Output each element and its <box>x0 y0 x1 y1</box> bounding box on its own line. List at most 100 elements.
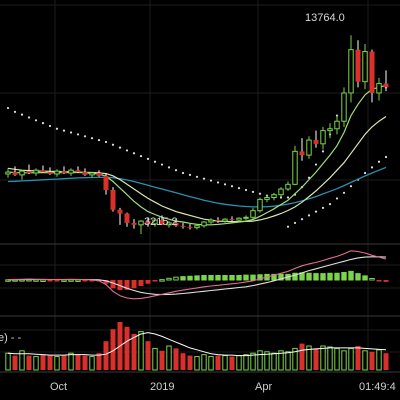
volume-bar <box>271 352 277 371</box>
macd-bar <box>82 280 88 282</box>
upper-band-dot <box>167 166 171 169</box>
volume-bar <box>187 355 193 370</box>
upper-band-dot <box>286 196 290 199</box>
macd-bar <box>250 274 256 281</box>
volume-bar <box>173 348 179 370</box>
macd-bar <box>103 280 109 284</box>
volume-bar <box>201 354 207 371</box>
macd-bar <box>145 280 151 284</box>
candle-body <box>145 221 151 224</box>
candle-body <box>110 189 116 210</box>
lower-band-dot <box>335 197 339 200</box>
upper-band-dot <box>55 127 59 130</box>
upper-band-dot <box>34 119 38 122</box>
volume-bar <box>376 349 382 371</box>
macd-bar <box>369 278 375 281</box>
upper-band-dot <box>111 143 115 146</box>
macd-bar <box>173 276 179 281</box>
volume-bar <box>257 350 263 371</box>
candle-body <box>362 51 368 83</box>
macd-bar <box>47 280 53 282</box>
macd-bar <box>271 273 277 281</box>
upper-band-dot <box>13 110 17 113</box>
macd-bar <box>5 279 11 282</box>
macd-bar <box>208 275 214 281</box>
volume-panel <box>5 322 389 371</box>
candle-body <box>341 92 347 122</box>
macd-bar <box>194 275 200 281</box>
volume-bar <box>19 350 25 371</box>
volume-bar <box>355 346 361 370</box>
volume-bar <box>222 355 228 371</box>
candle-body <box>138 220 144 226</box>
volume-bar <box>180 353 186 370</box>
volume-bar <box>236 355 242 371</box>
candle-body <box>229 219 235 221</box>
candle-body <box>264 197 270 200</box>
lower-band-dot <box>349 185 353 188</box>
upper-band-dot <box>230 185 234 188</box>
candle-body <box>103 175 109 190</box>
macd-bar <box>187 275 193 281</box>
macd-bar <box>40 279 46 282</box>
lower-band-dot <box>328 203 332 206</box>
volume-legend: e) - - <box>0 332 22 344</box>
volume-bar <box>54 356 60 371</box>
macd-bar <box>313 273 319 281</box>
upper-band-dot <box>139 154 143 158</box>
volume-bar <box>166 345 172 371</box>
lower-band-dot <box>300 218 304 221</box>
upper-band-dot <box>90 137 94 140</box>
volume-bar <box>250 352 256 371</box>
candle-body <box>369 51 375 93</box>
volume-bar <box>215 355 221 370</box>
candle-body <box>47 172 53 174</box>
macd-bar <box>152 280 158 282</box>
volume-bar <box>124 326 130 370</box>
macd-bar <box>68 279 74 282</box>
candle-body <box>33 169 39 174</box>
macd-bar <box>376 280 382 282</box>
candle-body <box>54 170 60 175</box>
lower-band-dot <box>307 214 311 217</box>
macd-bar <box>327 272 333 281</box>
lower-band-dot <box>293 221 297 225</box>
candle-body <box>68 169 74 174</box>
candle-body <box>243 216 249 219</box>
candle-body <box>40 170 46 173</box>
upper-band-dot <box>216 181 220 184</box>
lower-band-dot <box>321 206 325 209</box>
candle-body <box>355 49 361 82</box>
volume-bar <box>12 355 18 370</box>
candle-body <box>201 221 207 227</box>
upper-band-dot <box>195 175 199 178</box>
macd-bar <box>222 275 228 281</box>
lower-band-dot <box>363 171 367 175</box>
lower-band-dot <box>377 160 381 163</box>
macd-bar <box>61 279 67 282</box>
volume-bar <box>306 345 312 371</box>
macd-bar <box>362 275 368 281</box>
macd-bar <box>320 273 326 281</box>
macd-bar <box>124 280 130 290</box>
volume-bar <box>348 347 354 371</box>
upper-band-dot <box>314 163 318 166</box>
candle-body <box>96 173 102 176</box>
volume-bar <box>103 341 109 370</box>
volume-bar <box>327 346 333 371</box>
volume-bar <box>131 334 137 370</box>
volume-bar <box>362 350 368 371</box>
macd-bar <box>201 275 207 281</box>
volume-bar <box>159 350 165 370</box>
volume-bar <box>40 354 46 370</box>
time-readout: 01:49:4 <box>359 381 396 393</box>
macd-bar <box>243 274 249 281</box>
macd-bar <box>341 272 347 281</box>
upper-band-dot <box>146 157 150 160</box>
candle-body <box>285 183 291 190</box>
macd-bar <box>138 280 144 286</box>
volume-ma-line <box>7 332 387 357</box>
candle-body <box>19 170 25 176</box>
volume-bar <box>138 331 144 371</box>
